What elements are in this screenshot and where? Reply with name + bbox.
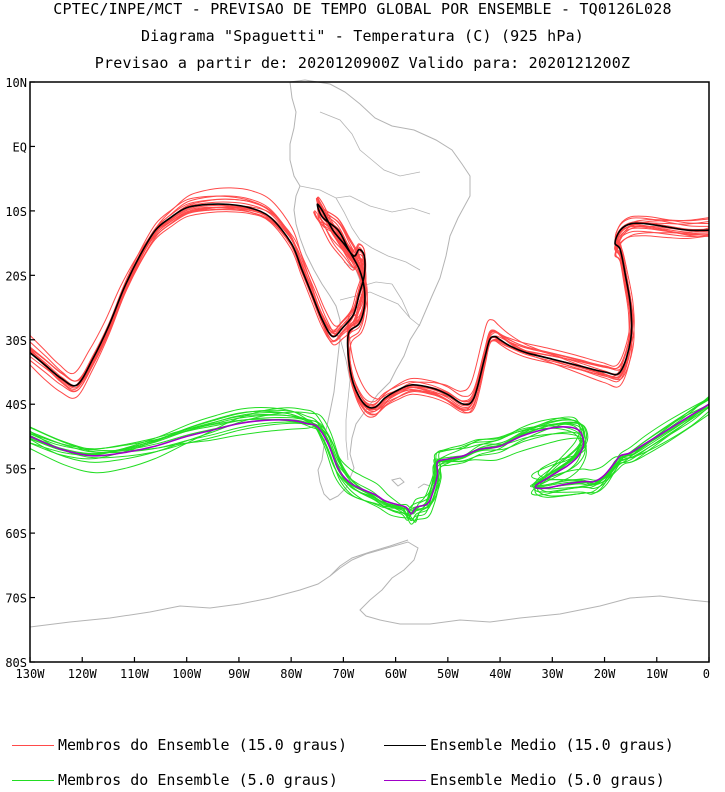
plot-frame <box>29 81 710 663</box>
lat-tick-label: 50S <box>5 463 27 477</box>
member-5-line <box>29 396 710 523</box>
lon-tick-label: 50W <box>437 667 459 681</box>
title-line-3: Previsao a partir de: 2020120900Z Valido… <box>94 54 631 72</box>
member-5-line <box>29 405 710 517</box>
mean-15-line <box>29 203 710 409</box>
legend-swatch-mean-15 <box>384 745 426 746</box>
member-5-line <box>29 398 710 521</box>
legend-label-mean-15: Ensemble Medio (15.0 graus) <box>430 736 674 754</box>
means-layer <box>29 203 710 515</box>
lon-tick-label: 130W <box>16 667 46 681</box>
south-georgia <box>417 483 431 489</box>
lat-tick-label: 10S <box>5 205 27 219</box>
lon-tick-label: 90W <box>228 667 250 681</box>
legend-swatch-mean-5 <box>384 780 426 781</box>
title-line-1: CPTEC/INPE/MCT - PREVISAO DE TEMPO GLOBA… <box>53 0 672 18</box>
member-15-line <box>29 207 710 411</box>
legend-label-members-15: Membros do Ensemble (15.0 graus) <box>58 736 347 754</box>
member-5-line <box>29 407 710 522</box>
member-15-line <box>29 197 710 415</box>
member-5-line <box>29 397 710 509</box>
lat-tick-label: 80S <box>5 656 27 670</box>
member-5-line <box>29 406 710 519</box>
member-5-line <box>29 411 710 521</box>
lon-tick-label: 0 <box>703 667 710 681</box>
lat-tick-label: 60S <box>5 527 27 541</box>
spaghetti-map: 10N EQ 10S 20S 30S 40S 50S 60S 70S 80S 130W 120W 11… <box>5 76 711 681</box>
member-15-line <box>29 196 710 416</box>
lat-tick-label: EQ <box>13 140 27 154</box>
member-15-line <box>29 202 710 410</box>
antarctica-coast <box>29 541 711 628</box>
longitude-axis: 130W 120W 110W 100W 90W 80W 70W 60W 50W 40W 30W 20W… <box>16 657 710 681</box>
members-5-layer <box>29 396 710 525</box>
lon-tick-label: 70W <box>333 667 355 681</box>
member-15-line <box>29 196 710 411</box>
legend-label-mean-5: Ensemble Medio (5.0 graus) <box>430 771 665 789</box>
member-5-line <box>29 403 710 516</box>
antarctic-peninsula <box>329 539 409 577</box>
lat-tick-label: 70S <box>5 592 27 606</box>
member-15-line <box>29 187 710 418</box>
member-15-line <box>29 201 710 413</box>
mean-5-line <box>29 403 710 515</box>
lat-tick-label: 40S <box>5 398 27 412</box>
legend-row-2: Membros do Ensemble (5.0 graus) Ensemble… <box>0 770 725 792</box>
lat-tick-label: 10N <box>5 76 27 90</box>
legend-row-1: Membros do Ensemble (15.0 graus) Ensembl… <box>0 735 725 757</box>
lon-tick-label: 100W <box>172 667 202 681</box>
lon-tick-label: 40W <box>489 667 511 681</box>
legend-swatch-members-5 <box>12 780 54 781</box>
lat-tick-label: 30S <box>5 334 27 348</box>
member-5-line <box>29 413 710 525</box>
member-15-line <box>29 205 710 411</box>
member-15-line <box>29 198 710 403</box>
lon-tick-label: 30W <box>541 667 563 681</box>
member-15-line <box>29 208 710 414</box>
lon-tick-label: 110W <box>120 667 150 681</box>
lon-tick-label: 60W <box>385 667 407 681</box>
legend-label-members-5: Membros do Ensemble (5.0 graus) <box>58 771 338 789</box>
lon-tick-label: 20W <box>594 667 616 681</box>
legend-swatch-members-15 <box>12 745 54 746</box>
lon-tick-label: 120W <box>68 667 98 681</box>
lat-tick-label: 20S <box>5 269 27 283</box>
coastlines <box>29 79 711 628</box>
lon-tick-label: 80W <box>280 667 302 681</box>
members-15-layer <box>29 187 710 418</box>
lon-tick-label: 10W <box>646 667 668 681</box>
south-america-coast <box>289 79 471 501</box>
title-line-2: Diagrama "Spaguetti" - Temperatura (C) (… <box>140 27 585 45</box>
falklands <box>391 477 405 487</box>
latitude-axis: 10N EQ 10S 20S 30S 40S 50S 60S 70S 80S <box>5 76 35 670</box>
